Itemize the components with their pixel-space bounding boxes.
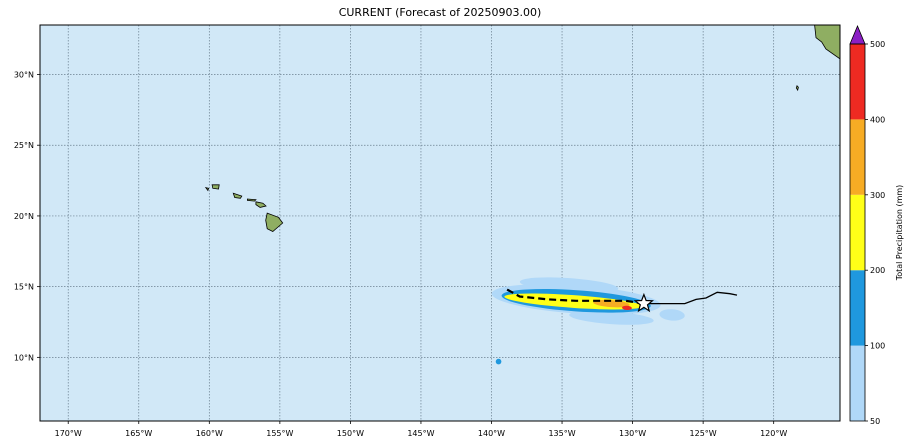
- island-molokai: [246, 198, 257, 202]
- lat-tick-label: 30°N: [14, 71, 34, 80]
- precip-area: [622, 305, 632, 311]
- colorbar-segment: [850, 270, 865, 346]
- lon-tick-label: 155°W: [266, 429, 293, 438]
- island-maui: [255, 201, 267, 208]
- lon-tick-label: 170°W: [55, 429, 82, 438]
- lon-tick-label: 145°W: [407, 429, 434, 438]
- lat-tick-label: 15°N: [14, 283, 34, 292]
- colorbar: 50 100 200 300 400 500 Total Precipitation (mm…: [849, 24, 904, 426]
- lat-tick-label: 10°N: [14, 353, 34, 362]
- colorbar-tick-label: 300: [870, 191, 885, 200]
- lon-tick-label: 120°W: [760, 429, 787, 438]
- storm-track: [506, 288, 738, 313]
- lon-tick-label: 125°W: [690, 429, 717, 438]
- colorbar-tick-label: 100: [870, 342, 885, 351]
- precip-area: [495, 358, 502, 365]
- current-position-star-icon: [633, 292, 654, 313]
- map-frame: [39, 24, 841, 422]
- lon-tick-label: 165°W: [125, 429, 152, 438]
- colorbar-title: Total Precipitation (mm): [895, 185, 904, 282]
- colorbar-tick-label: 500: [870, 40, 885, 49]
- map-title: CURRENT (Forecast of 20250903.00): [338, 6, 542, 19]
- colorbar-segment: [850, 194, 865, 271]
- lon-tick-label: 160°W: [196, 429, 223, 438]
- island-hawaii: [265, 212, 284, 232]
- island-guadalupe: [795, 85, 799, 92]
- forecast-track-line: [506, 288, 645, 305]
- colorbar-segment: [850, 44, 865, 120]
- colorbar-tick-label: 400: [870, 115, 885, 124]
- colorbar-segment: [850, 345, 865, 421]
- island-kauai: [211, 184, 220, 190]
- ocean-background: [40, 25, 840, 421]
- precip-area: [569, 310, 654, 325]
- observed-track-line: [643, 291, 738, 305]
- lon-tick-label: 135°W: [548, 429, 575, 438]
- island-oahu: [232, 192, 243, 199]
- axis-ticks: 170°W 165°W 160°W 155°W 150°W 145°W 140°W 135°W…: [14, 71, 788, 439]
- lat-tick-label: 20°N: [14, 212, 34, 221]
- lon-tick-label: 130°W: [619, 429, 646, 438]
- island-baja: [814, 25, 840, 60]
- precip-area: [659, 309, 685, 321]
- lon-tick-label: 150°W: [337, 429, 364, 438]
- land-masses: [204, 25, 840, 232]
- island-niihau: [204, 186, 210, 192]
- lat-tick-label: 25°N: [14, 141, 34, 150]
- colorbar-extend-arrow: [849, 24, 866, 45]
- lon-tick-label: 140°W: [478, 429, 505, 438]
- colorbar-frame: [849, 43, 866, 422]
- colorbar-tick-label: 50: [870, 417, 880, 426]
- colorbar-tick-label: 200: [870, 266, 885, 275]
- colorbar-segment: [850, 119, 865, 195]
